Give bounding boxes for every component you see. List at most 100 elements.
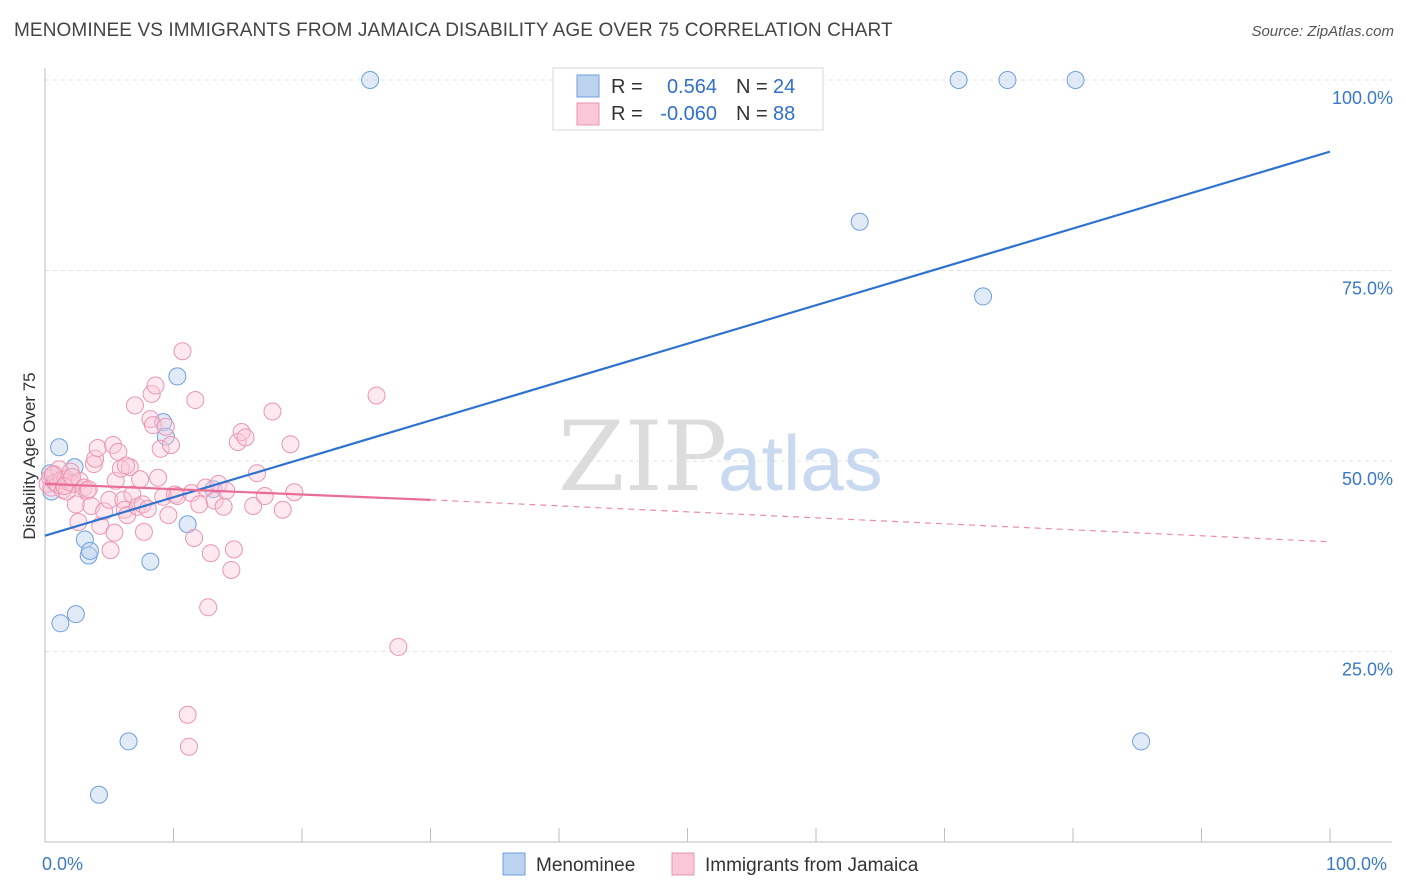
chart-title: MENOMINEE VS IMMIGRANTS FROM JAMAICA DIS…: [14, 20, 893, 41]
jamaica-point: [161, 435, 180, 454]
menominee-point: [141, 552, 160, 571]
menominee-points: [41, 71, 1151, 804]
menominee-point: [1066, 71, 1085, 89]
jamaica-point: [285, 483, 304, 502]
source-label: Source: ZipAtlas.com: [1251, 23, 1394, 40]
jamaica-point: [143, 416, 162, 435]
menominee-point: [156, 427, 175, 446]
jamaica-point: [105, 523, 124, 542]
y-tick-label: 25.0%: [1342, 660, 1393, 680]
legend-r-value-menominee: 0.564: [667, 76, 717, 98]
bottom-legend-label-menominee: Menominee: [536, 855, 635, 876]
bottom-legend-label-jamaica: Immigrants from Jamaica: [705, 855, 919, 876]
jamaica-trend-line: [44, 482, 431, 501]
menominee-point: [361, 71, 380, 89]
menominee-point: [974, 287, 993, 306]
trend-lines: [44, 150, 1331, 543]
bottom-legend-swatch-menominee: [502, 852, 526, 876]
menominee-point: [89, 785, 108, 804]
jamaica-point: [151, 439, 170, 458]
gridlines: [45, 79, 1392, 652]
jamaica-point: [185, 528, 204, 547]
x-tick-labels: 0.0% 100.0%: [42, 854, 1387, 874]
jamaica-point: [205, 491, 224, 510]
x-tick-label-max: 100.0%: [1326, 854, 1387, 874]
y-axis-label: Disability Age Over 75: [20, 372, 39, 539]
jamaica-point: [125, 396, 144, 415]
menominee-point: [949, 71, 968, 89]
jamaica-point: [106, 471, 125, 490]
menominee-point: [66, 605, 85, 624]
jamaica-point: [199, 598, 218, 617]
jamaica-point: [389, 637, 408, 656]
jamaica-point: [55, 477, 74, 496]
legend-r-label-menominee: R =: [611, 76, 643, 98]
menominee-point: [168, 367, 187, 386]
jamaica-point: [131, 470, 150, 489]
jamaica-point: [273, 500, 292, 519]
legend-swatch-menominee: [576, 74, 600, 98]
jamaica-point: [263, 402, 282, 421]
jamaica-point: [173, 342, 192, 361]
jamaica-point: [95, 502, 114, 521]
menominee-point: [80, 541, 99, 560]
legend-n-value-jamaica: 88: [773, 103, 795, 125]
legend-r-label-jamaica: R =: [611, 103, 643, 125]
y-tick-label: 75.0%: [1342, 279, 1393, 299]
menominee-point: [998, 71, 1017, 89]
axes: [44, 68, 1392, 843]
jamaica-point: [214, 497, 233, 516]
legend-n-value-menominee: 24: [773, 76, 795, 98]
jamaica-point: [149, 468, 168, 487]
menominee-trend-line: [44, 150, 1331, 537]
bottom-legend: Menominee Immigrants from Jamaica: [502, 852, 919, 876]
menominee-point: [50, 438, 69, 457]
jamaica-point: [367, 386, 386, 405]
jamaica-point: [190, 495, 209, 514]
jamaica-point: [79, 480, 98, 499]
y-tick-label: 100.0%: [1332, 88, 1393, 108]
jamaica-point: [222, 560, 241, 579]
menominee-point: [850, 212, 869, 231]
jamaica-point: [201, 544, 220, 563]
menominee-point: [1132, 732, 1151, 751]
jamaica-point: [178, 705, 197, 724]
watermark-zip: ZIP: [558, 401, 727, 513]
jamaica-point: [66, 495, 85, 514]
jamaica-point: [244, 496, 263, 515]
legend-r-value-jamaica: -0.060: [660, 103, 717, 125]
watermark-atlas: atlas: [718, 419, 883, 507]
jamaica-point: [179, 737, 198, 756]
watermark: ZIP atlas: [558, 401, 883, 513]
jamaica-point: [86, 449, 105, 468]
menominee-point: [119, 732, 138, 751]
jamaica-point: [156, 417, 175, 436]
jamaica-point: [101, 541, 120, 560]
jamaica-point: [100, 490, 119, 509]
legend-swatch-jamaica: [576, 102, 600, 126]
jamaica-points: [38, 342, 408, 756]
jamaica-point: [236, 428, 255, 447]
jamaica-point: [62, 468, 81, 487]
y-tick-labels: 25.0% 50.0% 75.0% 100.0%: [1332, 88, 1393, 680]
jamaica-point: [255, 487, 274, 506]
jamaica-trend-line-extension: [430, 499, 1331, 543]
jamaica-point: [159, 506, 178, 525]
jamaica-point: [186, 391, 205, 410]
jamaica-point: [146, 376, 165, 395]
jamaica-point: [88, 439, 107, 458]
menominee-point: [51, 614, 70, 633]
legend-n-label-jamaica: N =: [736, 103, 768, 125]
jamaica-point: [134, 522, 153, 541]
jamaica-point: [111, 459, 130, 478]
jamaica-point: [142, 384, 161, 403]
jamaica-point: [116, 456, 135, 475]
bottom-legend-swatch-jamaica: [671, 852, 695, 876]
jamaica-point: [281, 435, 300, 454]
legend-n-label-menominee: N =: [736, 76, 768, 98]
y-tick-label: 50.0%: [1342, 469, 1393, 489]
jamaica-point: [224, 540, 243, 559]
legend-box: R = 0.564 N = 24 R = -0.060 N = 88: [552, 67, 824, 131]
x-tick-label-min: 0.0%: [42, 854, 83, 874]
